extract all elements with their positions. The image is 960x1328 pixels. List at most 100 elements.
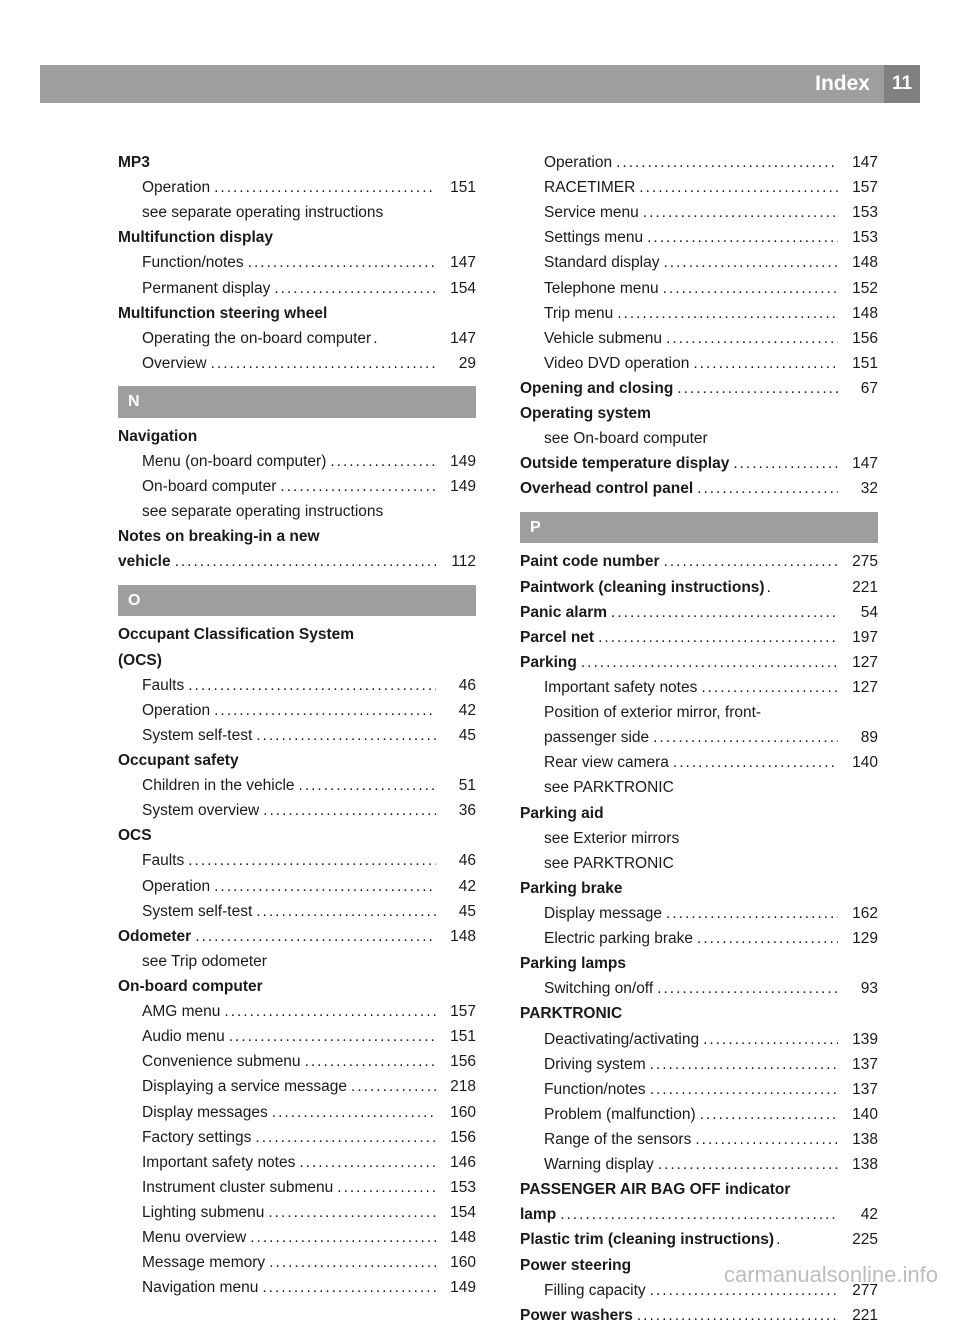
entry-page: 36 <box>440 798 476 823</box>
index-entry: Rear view camera........................… <box>520 750 878 775</box>
index-subtext: see PARKTRONIC <box>520 775 878 800</box>
entry-label: Driving system <box>544 1052 646 1077</box>
entry-dots: ........................................… <box>299 773 436 798</box>
entry-label: Outside temperature display <box>520 451 729 476</box>
entry-dots: ........................................… <box>611 600 838 625</box>
entry-page: 225 <box>842 1227 878 1252</box>
entry-page: 154 <box>440 276 476 301</box>
entry-dots: ........................................… <box>269 1250 436 1275</box>
index-entry: Message memory..........................… <box>118 1250 476 1275</box>
entry-dots: . <box>767 575 771 600</box>
entry-page: 89 <box>842 725 878 750</box>
entry-dots: ........................................… <box>733 451 838 476</box>
index-entry: Warning display.........................… <box>520 1152 878 1177</box>
entry-dots: ........................................… <box>268 1200 436 1225</box>
index-entry: Display messages........................… <box>118 1100 476 1125</box>
entry-page: 127 <box>842 675 878 700</box>
entry-dots: ........................................… <box>175 549 436 574</box>
index-entry: Operation...............................… <box>118 175 476 200</box>
index-entry: Deactivating/activating.................… <box>520 1027 878 1052</box>
entry-dots: ........................................… <box>256 899 436 924</box>
index-heading: PARKTRONIC <box>520 1001 878 1026</box>
entry-label: Overview <box>142 351 207 376</box>
section-letter: O <box>118 585 476 617</box>
entry-dots: ........................................… <box>650 1052 838 1077</box>
entry-page: 160 <box>440 1100 476 1125</box>
entry-dots: ........................................… <box>695 1127 838 1152</box>
index-heading: On-board computer <box>118 974 476 999</box>
entry-page: 147 <box>440 326 476 351</box>
index-entry: lamp....................................… <box>520 1202 878 1227</box>
index-entry: Overview................................… <box>118 351 476 376</box>
entry-dots: ........................................… <box>637 1303 838 1328</box>
index-entry: Menu (on-board computer)................… <box>118 449 476 474</box>
entry-label: Convenience submenu <box>142 1049 301 1074</box>
entry-label: Rear view camera <box>544 750 669 775</box>
entry-page: 29 <box>440 351 476 376</box>
entry-label: Menu (on-board computer) <box>142 449 326 474</box>
entry-dots: . <box>776 1227 780 1252</box>
entry-dots: ........................................… <box>666 901 838 926</box>
index-entry: Telephone menu..........................… <box>520 276 878 301</box>
index-heading: Parking lamps <box>520 951 878 976</box>
entry-page: 156 <box>440 1125 476 1150</box>
entry-label: Deactivating/activating <box>544 1027 699 1052</box>
entry-label: Warning display <box>544 1152 654 1177</box>
entry-page: 137 <box>842 1052 878 1077</box>
entry-label: Message memory <box>142 1250 265 1275</box>
entry-label: Operation <box>142 874 210 899</box>
index-heading-cont: Occupant Classification System <box>118 622 476 647</box>
index-entry: RACETIMER...............................… <box>520 175 878 200</box>
index-entry: Operation...............................… <box>520 150 878 175</box>
entry-page: 156 <box>842 326 878 351</box>
entry-page: 149 <box>440 449 476 474</box>
entry-dots: ........................................… <box>663 250 838 275</box>
entry-dots: ........................................… <box>214 698 436 723</box>
index-entry: Overhead control panel..................… <box>520 476 878 501</box>
entry-page: 32 <box>842 476 878 501</box>
entry-dots: ........................................… <box>639 175 838 200</box>
entry-label: Important safety notes <box>142 1150 295 1175</box>
index-entry: Function/notes..........................… <box>520 1077 878 1102</box>
entry-label: Odometer <box>118 924 191 949</box>
entry-dots: ........................................… <box>658 1152 838 1177</box>
index-heading: OCS <box>118 823 476 848</box>
entry-dots: ........................................… <box>337 1175 436 1200</box>
entry-page: 45 <box>440 723 476 748</box>
index-entry: Displaying a service message............… <box>118 1074 476 1099</box>
entry-label: vehicle <box>118 549 171 574</box>
entry-label: RACETIMER <box>544 175 635 200</box>
entry-dots: ........................................… <box>666 326 838 351</box>
entry-page: 153 <box>440 1175 476 1200</box>
entry-page: 154 <box>440 1200 476 1225</box>
entry-label: Navigation menu <box>142 1275 258 1300</box>
entry-dots: ........................................… <box>617 301 838 326</box>
entry-label: Telephone menu <box>544 276 659 301</box>
index-heading: Multifunction display <box>118 225 476 250</box>
entry-page: 148 <box>842 301 878 326</box>
entry-page: 127 <box>842 650 878 675</box>
index-entry: System self-test........................… <box>118 899 476 924</box>
entry-label: Filling capacity <box>544 1278 646 1303</box>
entry-dots: ........................................… <box>650 1077 838 1102</box>
entry-page: 148 <box>440 1225 476 1250</box>
index-entry: Trip menu...............................… <box>520 301 878 326</box>
entry-page: 162 <box>842 901 878 926</box>
entry-label: Paintwork (cleaning instructions) <box>520 575 765 600</box>
entry-label: Important safety notes <box>544 675 697 700</box>
entry-dots: ........................................… <box>697 476 838 501</box>
entry-page: 151 <box>440 1024 476 1049</box>
index-entry: System overview.........................… <box>118 798 476 823</box>
entry-label: Settings menu <box>544 225 643 250</box>
entry-label: Standard display <box>544 250 659 275</box>
entry-label: Function/notes <box>142 250 244 275</box>
index-entry: Important safety notes..................… <box>118 1150 476 1175</box>
entry-dots: ........................................… <box>581 650 838 675</box>
entry-page: 51 <box>440 773 476 798</box>
entry-dots: ........................................… <box>214 175 436 200</box>
entry-dots: ........................................… <box>598 625 838 650</box>
entry-page: 157 <box>440 999 476 1024</box>
index-entry: Parking.................................… <box>520 650 878 675</box>
index-column-left: MP3Operation............................… <box>118 150 476 1328</box>
entry-dots: ........................................… <box>299 1150 436 1175</box>
